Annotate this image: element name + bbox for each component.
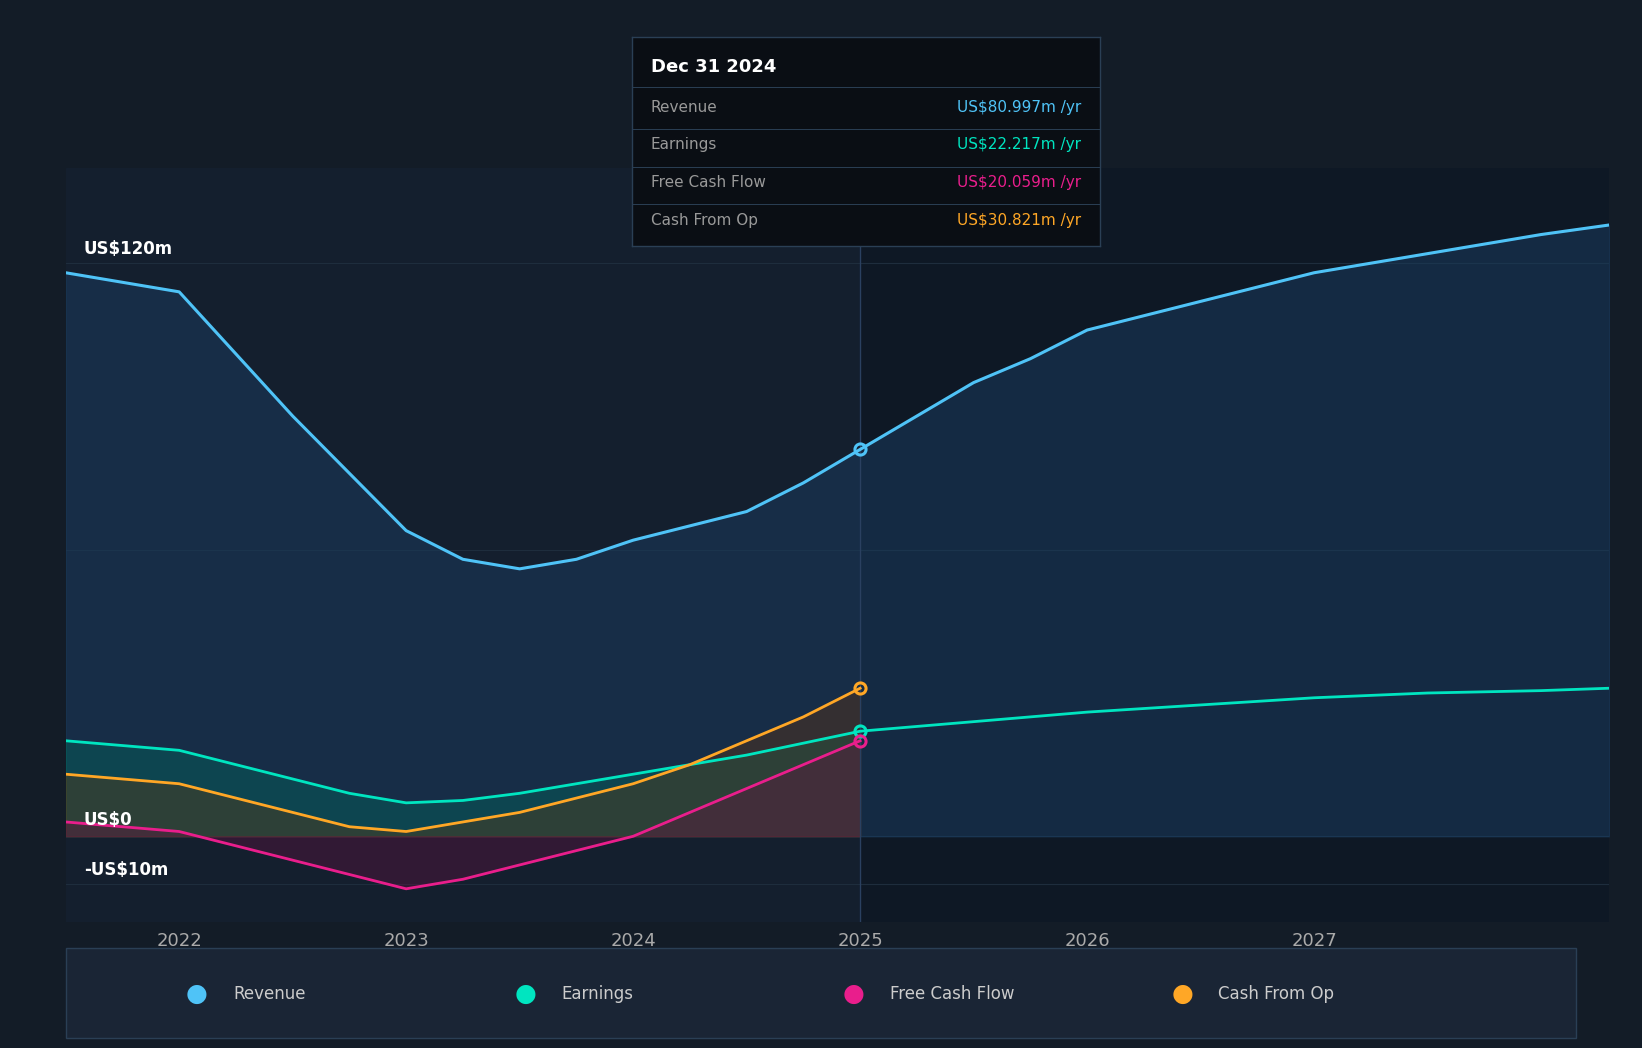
Text: Past: Past xyxy=(808,225,842,243)
Bar xyxy=(66,168,860,922)
Text: Earnings: Earnings xyxy=(562,984,634,1003)
Text: ●: ● xyxy=(1171,982,1194,1005)
Text: -US$10m: -US$10m xyxy=(84,861,167,879)
Text: Free Cash Flow: Free Cash Flow xyxy=(890,984,1015,1003)
Text: Cash From Op: Cash From Op xyxy=(1218,984,1335,1003)
Text: ●: ● xyxy=(842,982,865,1005)
Text: US$120m: US$120m xyxy=(84,240,172,259)
Text: Cash From Op: Cash From Op xyxy=(650,213,759,227)
Text: ●: ● xyxy=(186,982,209,1005)
Text: Earnings: Earnings xyxy=(650,137,718,152)
Text: Analysts Forecasts: Analysts Forecasts xyxy=(878,225,1033,243)
Text: US$30.821m /yr: US$30.821m /yr xyxy=(957,213,1082,227)
Text: Dec 31 2024: Dec 31 2024 xyxy=(650,58,777,75)
Text: US$22.217m /yr: US$22.217m /yr xyxy=(957,137,1082,152)
Text: US$80.997m /yr: US$80.997m /yr xyxy=(957,100,1082,114)
Text: US$20.059m /yr: US$20.059m /yr xyxy=(957,175,1082,190)
Bar xyxy=(860,168,1609,922)
Text: Revenue: Revenue xyxy=(233,984,305,1003)
Text: Revenue: Revenue xyxy=(650,100,718,114)
Text: US$0: US$0 xyxy=(84,811,133,829)
Text: Free Cash Flow: Free Cash Flow xyxy=(650,175,765,190)
Text: ●: ● xyxy=(514,982,537,1005)
